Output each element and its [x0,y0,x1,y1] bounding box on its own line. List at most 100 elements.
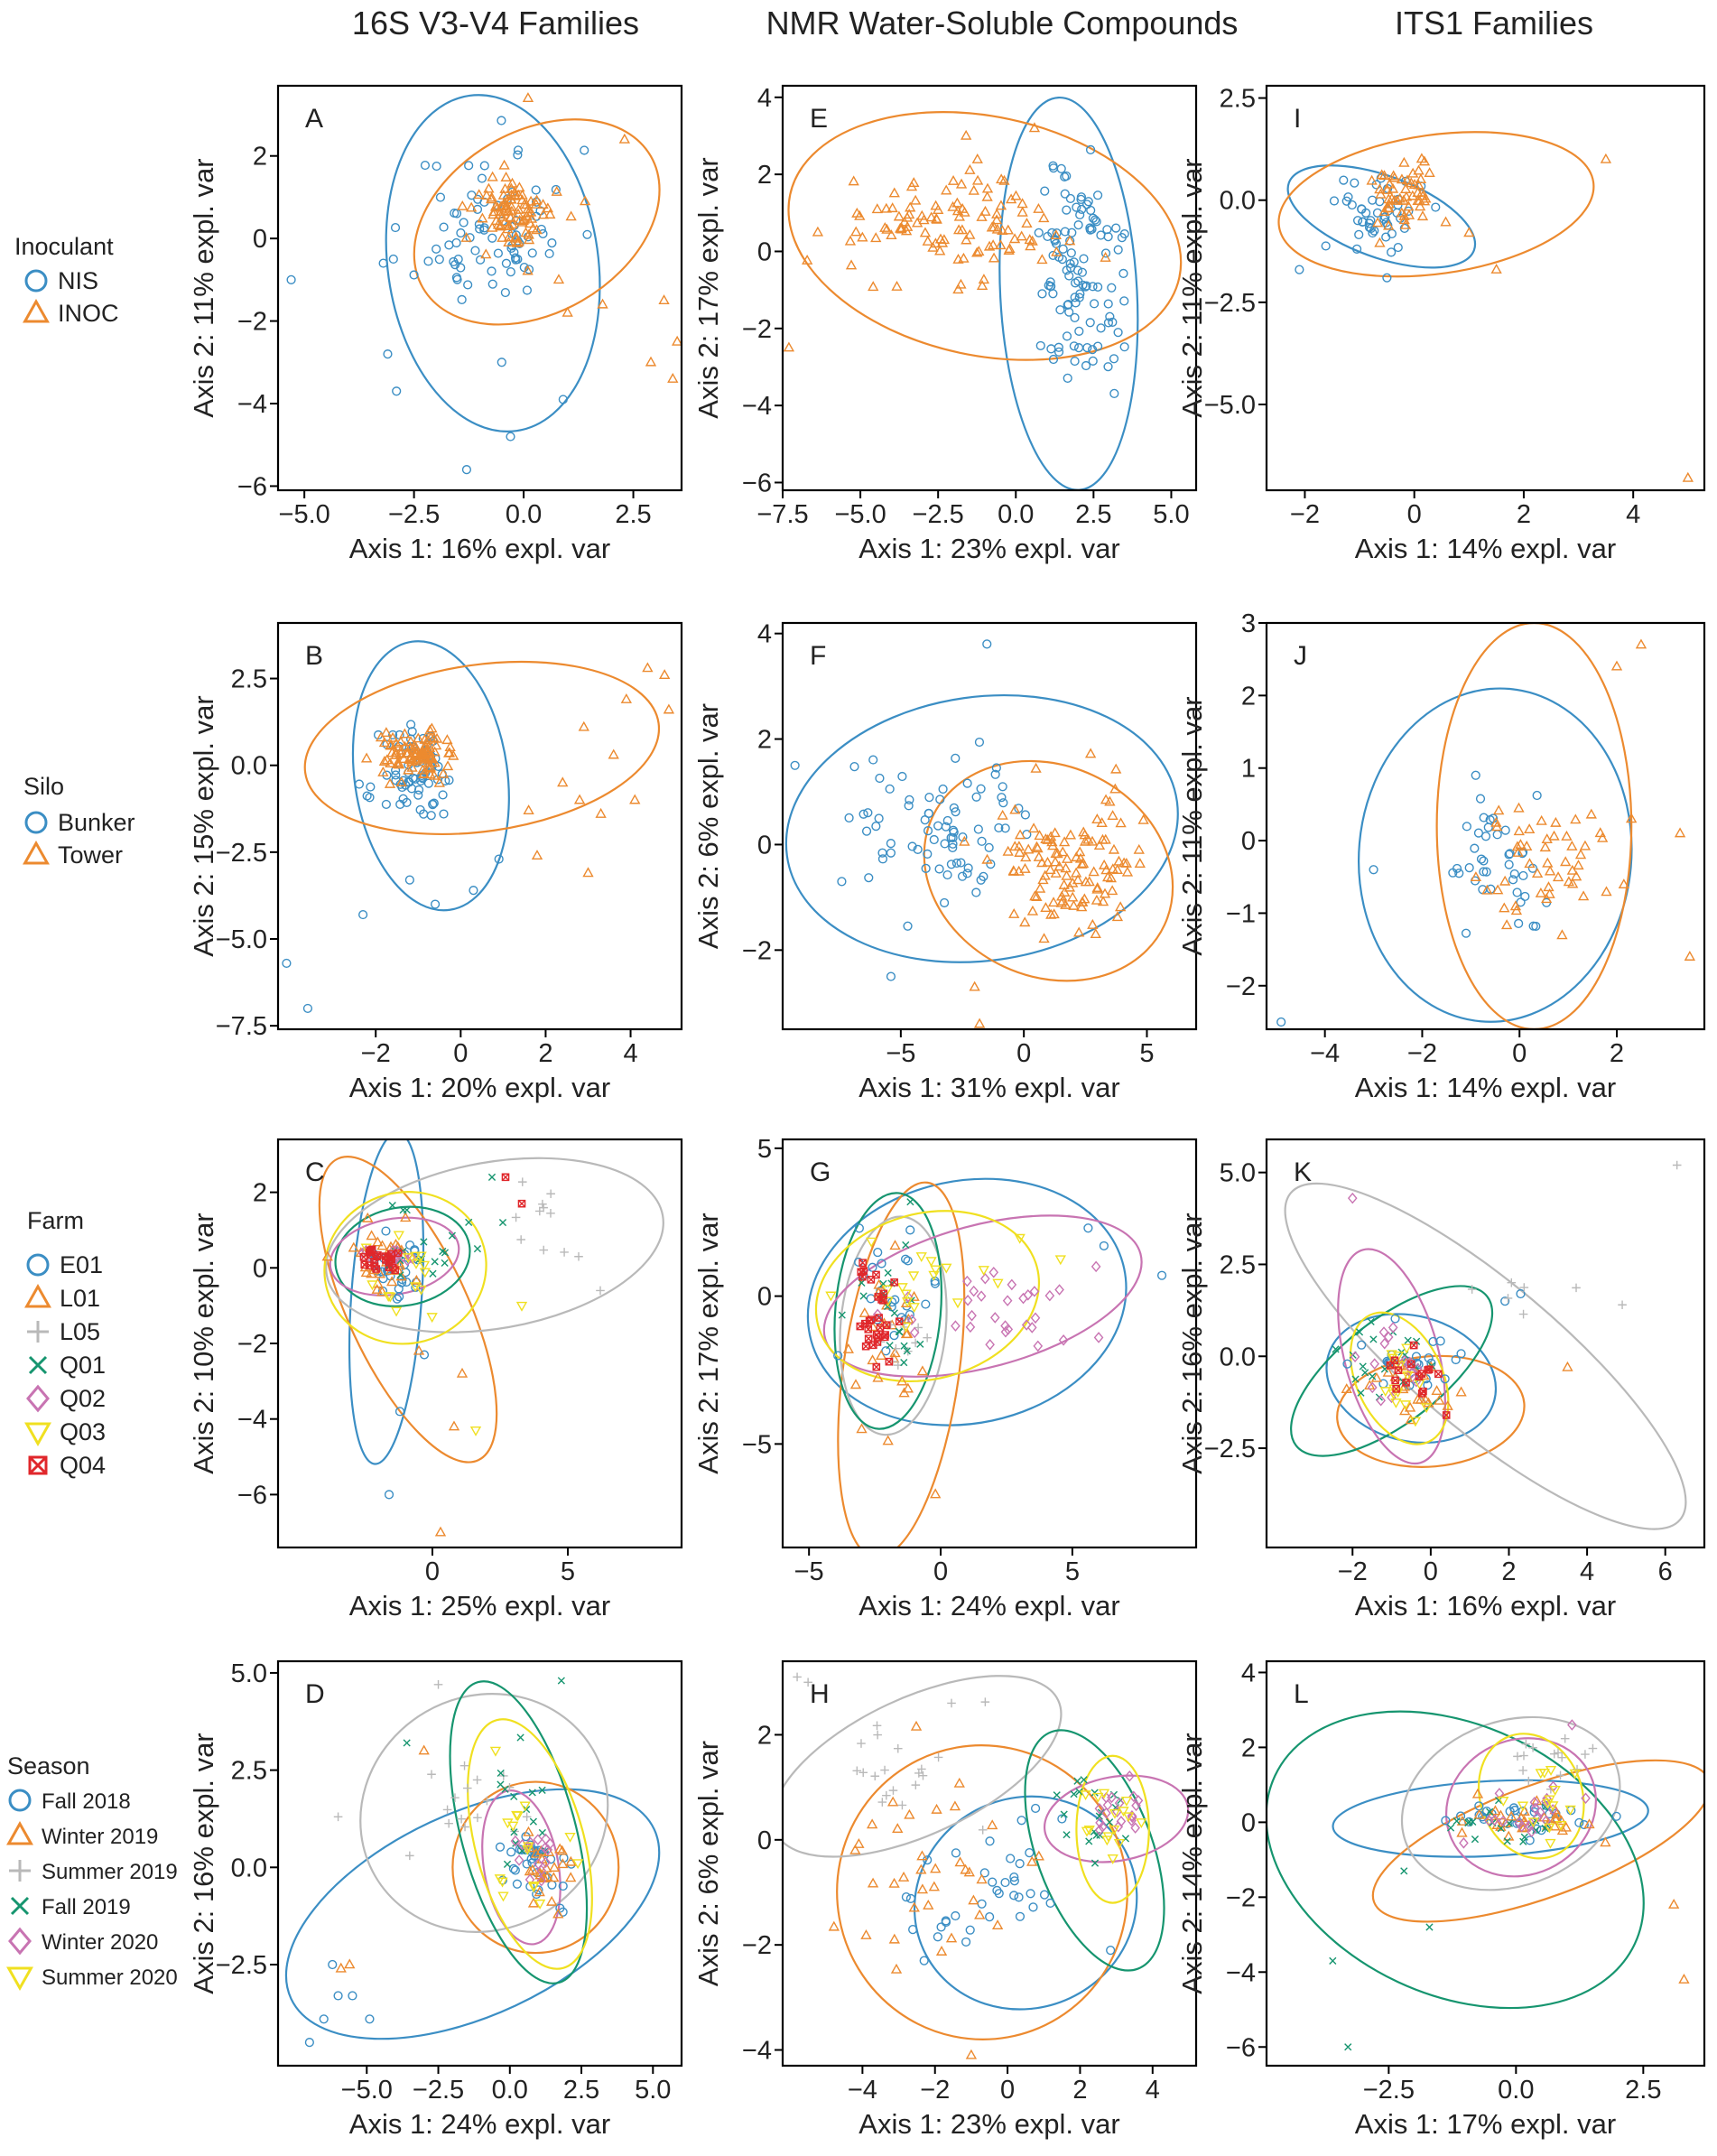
point-l01 [411,1274,422,1285]
point-l01 [873,1278,885,1289]
point-q04 [856,1322,865,1331]
y-axis-label: Axis 2: 14% expl. var [1176,1733,1208,1993]
point-nis [1082,343,1092,353]
legend-label: E01 [60,1251,103,1278]
point-inoc [1038,212,1050,223]
point-l01 [1398,1405,1411,1416]
point-summer-2019 [457,1814,466,1824]
point-inoc [531,224,543,235]
point-summer-2019 [917,1764,926,1774]
point-q03 [418,1260,431,1271]
point-bunker [1514,918,1524,929]
y-tick-label: −4 [1226,1958,1256,1987]
point-bunker [933,821,943,831]
point-e01 [930,1278,941,1288]
point-bunker [868,755,878,765]
point-inoc [933,204,944,215]
point-inoc [925,211,937,222]
point-nis [1103,318,1114,328]
ellipse-q02 [822,1214,1143,1378]
point-nis [1381,232,1391,242]
point-e01 [384,1490,394,1500]
point-nis [432,161,441,172]
point-q04 [861,1342,870,1351]
point-nis [451,273,461,283]
point-nis [392,386,402,396]
point-bunker [991,763,1001,773]
point-nis [1113,245,1123,255]
point-nis [1056,163,1066,173]
point-fall-2018 [1441,1816,1451,1826]
point-q03 [367,1280,378,1291]
point-nis [487,233,497,243]
point-tower [1134,858,1146,868]
point-summer-2020 [564,1832,576,1843]
point-bunker [1500,825,1510,835]
point-tower [1566,864,1578,875]
point-inoc [513,203,524,214]
point-bunker [874,813,884,823]
point-fall-2018 [941,1917,951,1928]
point-l01 [872,1371,884,1382]
point-summer-2019 [1519,1751,1528,1761]
y-tick-label: 4 [757,84,772,113]
point-nis [1091,215,1100,225]
point-nis [497,358,506,367]
point-bunker [1369,865,1378,875]
point-inoc [995,239,1007,250]
point-fall-2019 [1085,1837,1093,1845]
point-bunker [948,839,958,849]
point-nis [456,228,466,238]
point-summer-2019 [473,1813,482,1823]
point-winter-2019 [890,1963,903,1974]
panel-frame-L [1265,1659,1706,2068]
point-q03 [393,1231,404,1241]
y-axis-label: Axis 2: 11% expl. var [1176,158,1208,417]
point-e01 [903,1256,913,1266]
point-nis [1048,354,1059,365]
point-inoc [1378,170,1390,181]
y-tick-label: 0 [1241,827,1256,856]
point-l01 [413,1344,425,1355]
point-fall-2019 [1541,1825,1549,1833]
point-winter-2019 [1033,1850,1044,1861]
column-title-16s: 16S V3-V4 Families [352,5,639,42]
point-nis [1062,171,1072,181]
points-H [793,1672,1147,2059]
point-winter-2019 [418,1744,430,1755]
point-q03 [1054,1255,1066,1266]
point-inoc [1051,246,1063,256]
point-q03 [1421,1403,1433,1414]
point-summer-2019 [460,1822,469,1832]
point-bunker [1516,897,1526,907]
ellipses-J [1358,623,1633,1029]
point-bunker [387,730,398,740]
legend-key-fall-2018 [8,1789,32,1812]
point-nis [1103,362,1113,372]
point-tower [1080,835,1091,846]
point-bunker [858,809,868,819]
point-q02 [1058,1334,1069,1346]
point-q03 [1399,1400,1412,1411]
point-nis [544,248,554,259]
point-winter-2019 [1600,1836,1611,1847]
point-tower [1105,872,1118,883]
point-q01 [838,1311,846,1319]
point-nis [1375,197,1385,207]
point-e01 [405,1240,415,1250]
point-tower [1058,878,1070,889]
ellipse-q01 [833,1192,943,1430]
point-q01 [1359,1362,1367,1371]
point-nis [1341,196,1351,206]
point-inoc [1376,169,1388,180]
point-q04 [1417,1389,1426,1398]
point-bunker [1473,828,1484,838]
point-tower [1100,794,1112,804]
point-tower [1019,862,1031,873]
y-tick-label: −2 [742,315,772,344]
point-q01 [1413,1337,1421,1345]
point-tower [1684,951,1695,961]
point-l01 [434,1526,447,1537]
point-bunker [971,792,981,802]
point-l05 [539,1245,549,1255]
